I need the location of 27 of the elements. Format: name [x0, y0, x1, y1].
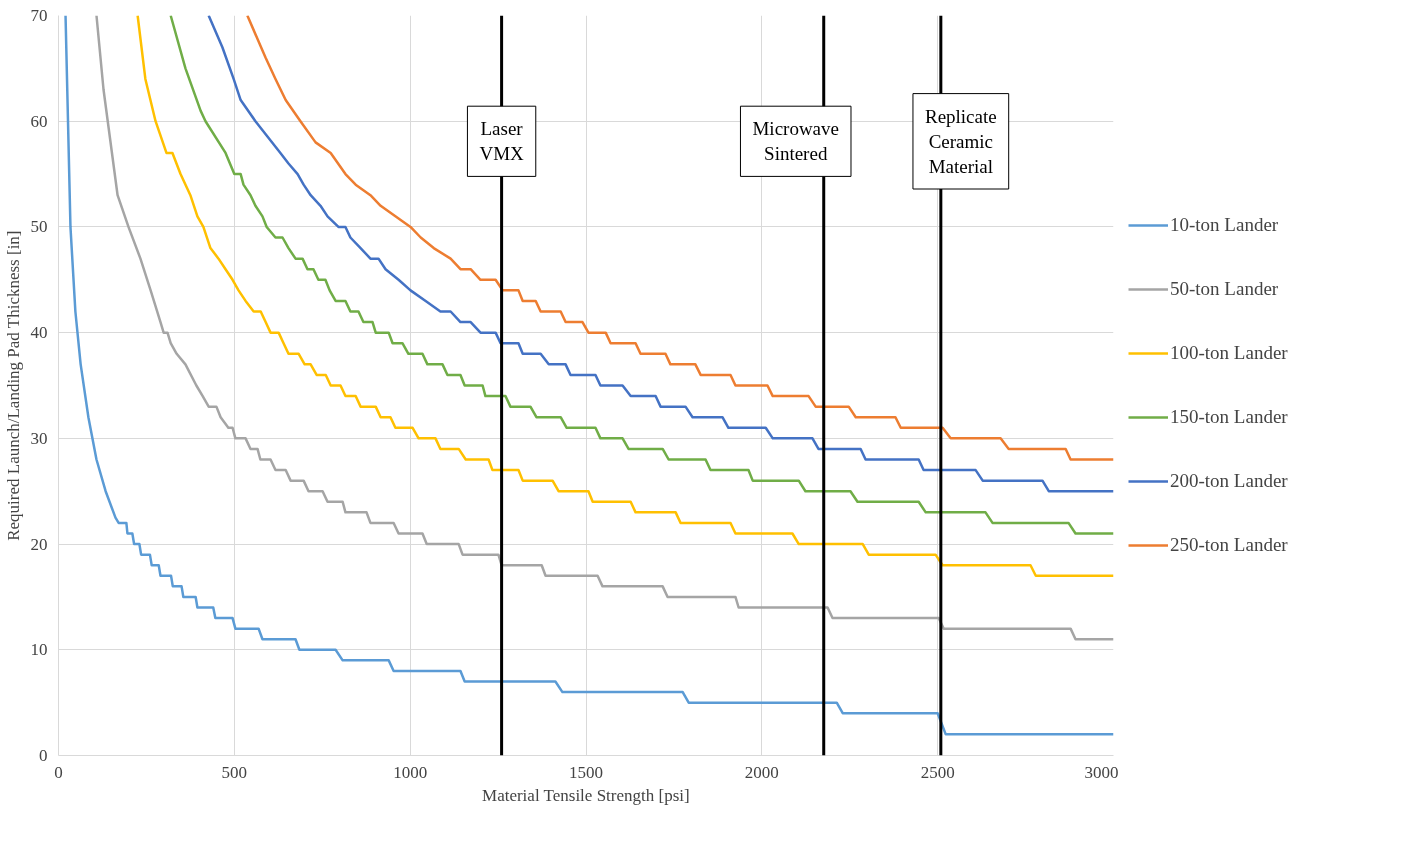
x-axis-title: Material Tensile Strength [psi] — [482, 785, 690, 805]
y-tick-label: 60 — [30, 111, 48, 131]
x-tick-label: 1000 — [393, 762, 428, 782]
ref-line-label: Microwave Sintered — [752, 118, 839, 165]
x-tick-label: 2500 — [920, 762, 955, 782]
y-tick-label: 50 — [30, 217, 48, 237]
x-tick-label: 2000 — [744, 762, 779, 782]
legend-label: 150-ton Lander — [1170, 406, 1288, 428]
y-tick-label: 0 — [39, 746, 48, 765]
legend-label: 50-ton Lander — [1170, 278, 1279, 300]
line-series — [64, 15, 1114, 736]
x-tick-label: 1500 — [569, 762, 603, 782]
x-tick-label: 3000 — [1084, 762, 1119, 782]
x-tick-label: 500 — [221, 762, 248, 782]
ref-line-label: Laser VMX — [479, 118, 525, 165]
y-tick-label: 20 — [30, 534, 48, 554]
legend-label: 200-ton Lander — [1170, 470, 1288, 492]
legend-label: 100-ton Lander — [1170, 342, 1288, 364]
y-axis-title: Required Launch/Landing Pad Thickness [in] — [3, 230, 23, 541]
x-tick-label: 0 — [54, 762, 63, 782]
y-tick-label: 10 — [30, 640, 48, 660]
legend-label: 10-ton Lander — [1170, 214, 1279, 236]
ref-line-label: Replicate Ceramic Material — [924, 105, 997, 177]
y-tick-label: 70 — [30, 6, 48, 25]
legend-label: 250-ton Lander — [1170, 534, 1288, 556]
y-tick-label: 40 — [30, 323, 48, 343]
y-tick-label: 30 — [30, 428, 48, 448]
